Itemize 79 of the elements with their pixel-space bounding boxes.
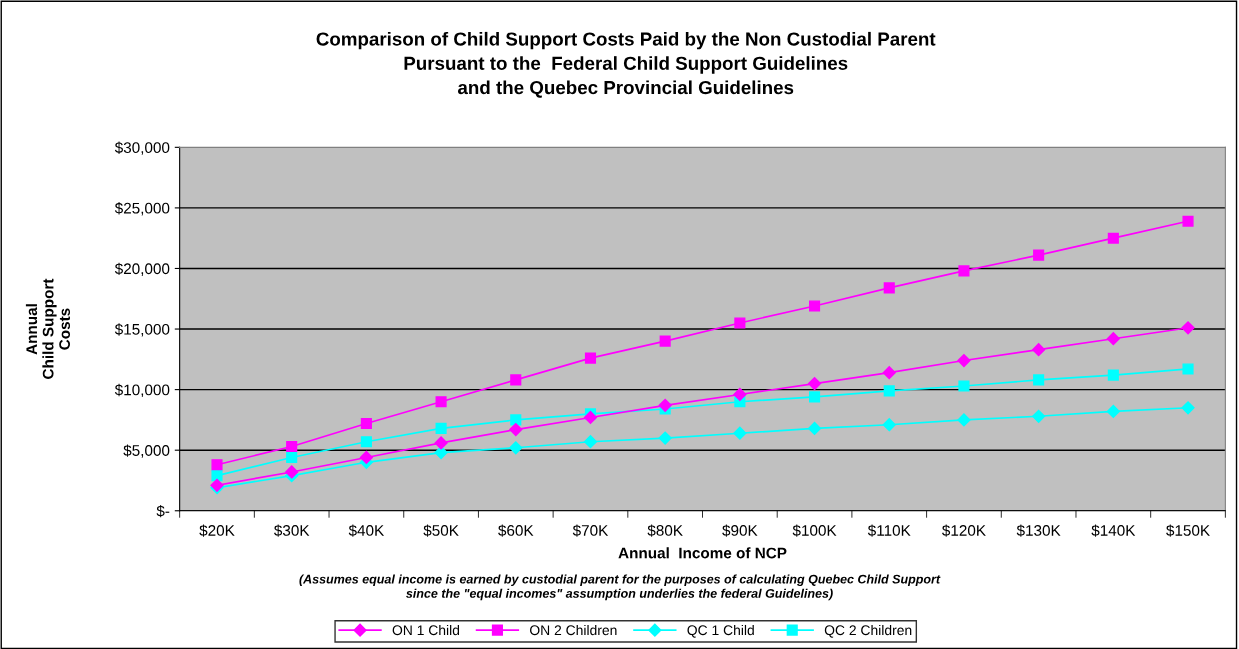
point bbox=[733, 426, 747, 440]
point bbox=[658, 398, 672, 412]
point bbox=[1033, 374, 1045, 386]
x-tick-label: $140K bbox=[1091, 524, 1136, 537]
point bbox=[1106, 332, 1120, 346]
y-tick-label: $- bbox=[156, 504, 170, 518]
point bbox=[509, 441, 523, 455]
point bbox=[883, 385, 895, 397]
point bbox=[1181, 321, 1195, 335]
x-tick-label: $100K bbox=[792, 524, 837, 537]
point bbox=[1107, 232, 1119, 244]
x-tick-label: $30K bbox=[274, 524, 310, 537]
x-tick-label: $50K bbox=[423, 524, 459, 537]
legend-label: QC 2 Children bbox=[824, 624, 912, 638]
point bbox=[1032, 343, 1046, 357]
x-tick-label: $20K bbox=[199, 524, 235, 537]
point bbox=[1181, 401, 1195, 415]
point bbox=[883, 282, 895, 294]
point bbox=[286, 440, 298, 453]
point bbox=[435, 422, 447, 434]
point bbox=[435, 396, 447, 408]
text: since the "equal incomes" assumption underlies the federal Guidelines) bbox=[406, 588, 833, 601]
y-tick-label: $10,000 bbox=[114, 383, 170, 398]
point bbox=[360, 436, 372, 448]
x-tick-label: $110K bbox=[867, 524, 911, 537]
point bbox=[957, 353, 971, 368]
point bbox=[808, 391, 821, 403]
y-tick-label: $20,000 bbox=[114, 262, 170, 276]
point bbox=[434, 436, 448, 450]
point bbox=[211, 459, 223, 471]
point bbox=[734, 317, 746, 329]
point bbox=[1182, 363, 1194, 375]
point bbox=[510, 374, 522, 386]
y-tick-label: $30,000 bbox=[114, 141, 170, 155]
x-tick-label: $80K bbox=[647, 524, 683, 537]
x-tick-label: $60K bbox=[498, 524, 534, 537]
point bbox=[211, 470, 223, 482]
point bbox=[359, 450, 373, 465]
point bbox=[1033, 249, 1045, 261]
point bbox=[1032, 409, 1046, 423]
x-axis-title: Annual Income of NCP bbox=[618, 547, 787, 559]
point bbox=[658, 431, 672, 445]
point bbox=[583, 435, 598, 449]
point bbox=[285, 465, 299, 479]
point bbox=[583, 410, 598, 425]
point bbox=[434, 446, 448, 460]
y-tick-label: $25,000 bbox=[114, 202, 170, 216]
x-tick-label: $70K bbox=[572, 524, 609, 537]
point bbox=[509, 423, 523, 437]
y-axis-title: Annual Child Support Costs bbox=[25, 278, 71, 379]
y-tick-label: $15,000 bbox=[114, 323, 170, 337]
point bbox=[733, 387, 747, 402]
point bbox=[957, 413, 971, 427]
point bbox=[958, 380, 970, 392]
point bbox=[286, 451, 298, 464]
x-tick-label: $130K bbox=[1016, 524, 1061, 537]
point bbox=[807, 421, 822, 435]
point bbox=[958, 265, 970, 277]
x-tick-label: $120K bbox=[942, 524, 986, 537]
point bbox=[584, 352, 597, 364]
text: (Assumes equal income is earned by custodial parent for the purposes of calculating Quebec Child Support bbox=[299, 574, 941, 587]
legend-label: ON 1 Child bbox=[392, 624, 460, 636]
point bbox=[510, 414, 522, 426]
chart-title: Comparison of Child Support Costs Paid by the Non Custodial Parent Pursuant to the Federal Child Support Guidelines and the Quebec Provincial Guidelines bbox=[316, 31, 936, 98]
x-tick-label: $90K bbox=[722, 524, 758, 537]
x-tick-label: $150K bbox=[1166, 524, 1210, 537]
legend-label: QC 1 Child bbox=[687, 624, 754, 638]
point bbox=[807, 376, 822, 391]
x-tick-label: $40K bbox=[348, 524, 385, 537]
y-tick-label: $5,000 bbox=[123, 444, 170, 458]
point bbox=[1106, 404, 1120, 419]
point bbox=[360, 417, 372, 430]
point bbox=[1107, 369, 1119, 381]
legend-label: ON 2 Children bbox=[530, 624, 617, 636]
point bbox=[882, 418, 896, 432]
point bbox=[659, 335, 671, 347]
point bbox=[808, 300, 821, 312]
point bbox=[882, 366, 896, 380]
point bbox=[1182, 215, 1194, 227]
